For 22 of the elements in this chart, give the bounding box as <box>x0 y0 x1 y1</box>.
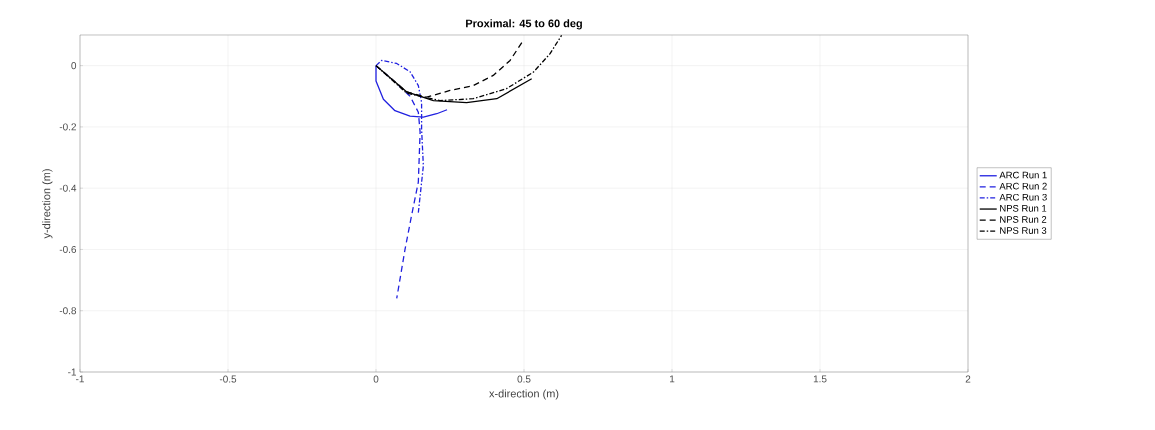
legend-label: ARC Run 2 <box>999 182 1047 190</box>
chart-title: Proximal: 45 to 60 deg <box>466 19 582 30</box>
x-tick-label: -1 <box>76 375 84 383</box>
y-tick-label: -0.6 <box>59 245 77 253</box>
y-tick-label: -0.8 <box>59 307 77 315</box>
x-tick-label: 1 <box>670 375 675 383</box>
x-tick-label: 0 <box>373 375 379 383</box>
legend-label: NPS Run 3 <box>1000 227 1047 234</box>
legend-label: NPS Run 2 <box>1000 216 1047 223</box>
y-tick-label: -0.4 <box>59 184 77 192</box>
x-axis-title: x-direction (m) <box>489 389 559 400</box>
x-tick-label: -0.5 <box>219 375 237 383</box>
x-tick-label: 1.5 <box>813 375 827 383</box>
x-tick-label: 0.5 <box>517 375 531 383</box>
y-axis-title: y-direction (m) <box>42 169 53 239</box>
y-tick-label: -1 <box>68 368 76 376</box>
legend-label: NPS Run 1 <box>1000 204 1047 212</box>
legend-label: ARC Run 1 <box>999 171 1047 179</box>
x-tick-label: 2 <box>965 375 971 383</box>
y-tick-label: -0.2 <box>59 123 76 131</box>
legend-label: ARC Run 3 <box>999 193 1047 201</box>
y-tick-label: 0 <box>71 62 77 70</box>
